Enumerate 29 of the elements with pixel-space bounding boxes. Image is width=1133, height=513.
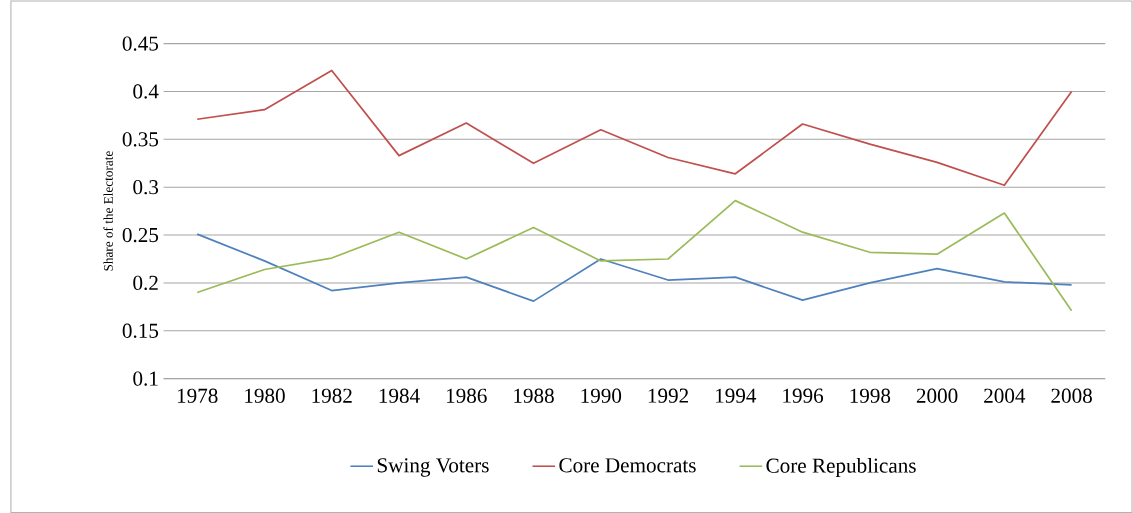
y-tick-label: 0.35 bbox=[122, 131, 159, 147]
y-axis-title: Share of the Electorate bbox=[103, 151, 113, 271]
y-tick-label: 0.25 bbox=[122, 227, 159, 243]
x-tick-label: 2004 bbox=[984, 388, 1026, 403]
x-tick-label: 1980 bbox=[245, 388, 285, 403]
x-tick-label: 2008 bbox=[1051, 388, 1092, 403]
legend-label: Core Democrats bbox=[559, 458, 696, 473]
x-tick-label: 1990 bbox=[581, 388, 622, 403]
legend-label: Core Republicans bbox=[766, 457, 916, 477]
x-tick-label: 1994 bbox=[716, 388, 757, 403]
x-tick-label: 1988 bbox=[514, 388, 554, 403]
x-tick-label: 1992 bbox=[648, 388, 689, 403]
y-tick-label: 0.1 bbox=[133, 371, 158, 386]
x-tick-label: 2000 bbox=[916, 388, 958, 403]
x-tick-label: 1984 bbox=[379, 388, 420, 403]
y-tick-label: 0.3 bbox=[133, 179, 159, 195]
line-series bbox=[196, 69, 1073, 186]
x-tick-label: 1986 bbox=[446, 388, 487, 403]
y-tick-label: 0.4 bbox=[133, 84, 159, 99]
y-tick-label: 0.15 bbox=[122, 323, 159, 338]
line-series bbox=[196, 199, 1073, 312]
line-series bbox=[196, 233, 1073, 302]
y-tick-label: 0.2 bbox=[133, 275, 158, 290]
y-tick-label: 0.45 bbox=[122, 36, 159, 51]
x-tick-label: 1996 bbox=[783, 388, 824, 403]
legend-label: Swing Voters bbox=[377, 458, 489, 477]
x-tick-label: 1982 bbox=[312, 388, 352, 403]
x-tick-label: 1998 bbox=[850, 388, 891, 403]
x-tick-label: 1978 bbox=[177, 388, 218, 403]
